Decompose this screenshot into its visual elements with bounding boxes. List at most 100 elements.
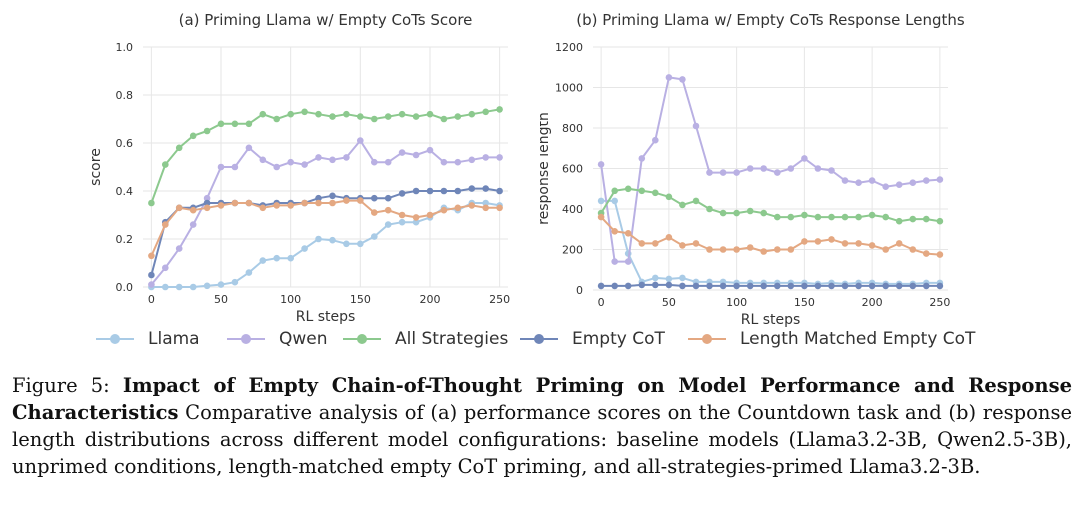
chart-a-point-length-matched-empty-cot <box>245 199 253 207</box>
chart-a-point-all-strategies <box>217 120 225 128</box>
chart-a-point-all-strategies <box>398 110 406 118</box>
caption-body: Comparative analysis of (a) performance … <box>12 401 1072 478</box>
chart-a-point-all-strategies <box>496 106 503 113</box>
chart-a-point-all-strategies <box>148 199 155 207</box>
chart-b-point-length-matched-empty-cot <box>936 251 944 258</box>
chart-b-point-all-strategies <box>665 193 673 201</box>
legend-item-empty-cot: Empty CoT <box>520 328 665 350</box>
chart-a-point-length-matched-empty-cot <box>203 204 211 212</box>
chart-a-point-length-matched-empty-cot <box>189 206 197 214</box>
legend-item-llama: Llama <box>96 328 200 350</box>
chart-b-point-all-strategies <box>923 215 930 223</box>
chart-b-point-qwen <box>733 169 740 176</box>
chart-b-ytick-label: 200 <box>562 244 583 257</box>
chart-a-point-all-strategies <box>287 110 295 118</box>
chart-b-point-empty-cot <box>936 282 944 290</box>
chart-a-point-all-strategies <box>440 115 448 123</box>
chart-a-point-empty-cot <box>371 194 378 202</box>
chart-b-point-all-strategies <box>828 213 835 221</box>
chart-a-point-length-matched-empty-cot <box>426 211 434 219</box>
chart-b-point-qwen <box>679 76 686 83</box>
chart-a-point-all-strategies <box>231 120 239 128</box>
chart-a-point-empty-cot <box>148 271 155 279</box>
chart-b-point-empty-cot <box>787 282 795 290</box>
chart-b-point-qwen <box>624 258 632 265</box>
chart-a-point-llama <box>412 218 420 226</box>
chart-b-point-empty-cot <box>909 282 917 290</box>
chart-a-point-all-strategies <box>454 113 462 120</box>
chart-b-point-all-strategies <box>652 189 659 197</box>
chart-b-point-qwen <box>774 169 781 176</box>
chart-b-point-qwen <box>692 122 700 130</box>
chart-b-point-empty-cot <box>841 282 849 290</box>
chart-b-xtick-label: 50 <box>662 296 676 309</box>
legend-dot-llama <box>110 334 120 344</box>
chart-b-point-qwen <box>611 258 618 265</box>
chart-b-point-empty-cot <box>746 282 754 290</box>
chart-b-point-length-matched-empty-cot <box>665 234 673 241</box>
chart-b-point-empty-cot <box>733 282 740 290</box>
chart-b-point-qwen <box>841 177 849 184</box>
chart-a-series-qwen <box>150 139 500 286</box>
chart-b-point-length-matched-empty-cot <box>638 240 646 247</box>
chart-b-point-length-matched-empty-cot <box>760 248 767 255</box>
chart-a-point-qwen <box>175 245 183 252</box>
chart-b-point-length-matched-empty-cot <box>814 238 822 245</box>
chart-b-point-length-matched-empty-cot <box>787 246 795 253</box>
chart-a-point-llama <box>301 245 308 252</box>
chart-a-point-length-matched-empty-cot <box>482 204 490 212</box>
legend-dot-all-strategies <box>357 334 367 344</box>
chart-b-ytick-label: 600 <box>562 163 583 176</box>
caption-label: Figure 5: <box>12 374 110 397</box>
chart-b-point-length-matched-empty-cot <box>841 240 849 247</box>
chart-b-point-all-strategies <box>719 209 727 217</box>
chart-a-point-length-matched-empty-cot <box>468 202 476 209</box>
chart-b-point-length-matched-empty-cot <box>719 246 727 253</box>
chart-b-ytick-label: 0 <box>576 284 583 297</box>
chart-b-point-all-strategies <box>814 213 822 221</box>
chart-a-ytick-label: 0.0 <box>116 281 134 294</box>
chart-b-point-qwen <box>801 155 808 162</box>
chart-b-point-empty-cot <box>652 281 659 289</box>
chart-b-point-length-matched-empty-cot <box>679 242 686 249</box>
legend-swatch-empty-cot <box>520 328 558 350</box>
chart-b-point-length-matched-empty-cot <box>801 238 808 245</box>
chart-a-xtick-label: 150 <box>350 293 371 306</box>
chart-a-ytick-label: 0.6 <box>116 137 134 150</box>
chart-b-ytick-label: 1000 <box>555 82 583 95</box>
chart-b-point-empty-cot <box>760 282 767 290</box>
chart-a-xtick-label: 250 <box>489 293 510 306</box>
chart-b-point-all-strategies <box>746 207 754 215</box>
chart-a-point-qwen <box>371 158 378 166</box>
chart-a-point-qwen <box>454 158 462 166</box>
chart-b-point-qwen <box>638 155 646 162</box>
chart-a-point-qwen <box>315 154 322 161</box>
chart-a-point-llama <box>245 269 253 276</box>
caption-title: Impact of Empty Chain-of-Thought Priming… <box>12 374 1072 424</box>
chart-a-series-all-strategies <box>150 108 500 204</box>
chart-b-point-qwen <box>882 183 889 190</box>
chart-b-point-qwen <box>814 165 822 172</box>
chart-b-point-length-matched-empty-cot <box>895 240 903 247</box>
chart-a-point-length-matched-empty-cot <box>412 214 420 221</box>
chart-a-ytick-label: 0.2 <box>116 233 134 246</box>
chart-b-point-llama <box>597 197 605 205</box>
chart-a-series-empty-cot <box>150 187 500 276</box>
chart-a-point-empty-cot <box>426 187 434 195</box>
chart-a-point-length-matched-empty-cot <box>162 221 169 228</box>
legend-label-empty-cot: Empty CoT <box>572 329 665 349</box>
chart-b-point-all-strategies <box>841 213 849 221</box>
chart-b-point-all-strategies <box>909 215 917 223</box>
chart-b-xlabel: RL steps <box>741 312 801 328</box>
chart-a-point-llama <box>384 221 392 228</box>
chart-a-point-llama <box>175 283 183 291</box>
chart-a-point-length-matched-empty-cot <box>343 197 350 204</box>
chart-a-point-all-strategies <box>259 110 267 118</box>
chart-b-point-llama <box>611 197 618 205</box>
chart-a-point-length-matched-empty-cot <box>384 206 392 214</box>
chart-b-ylabel: response length <box>540 112 552 225</box>
chart-a-point-llama <box>287 254 295 262</box>
chart-a-point-empty-cot <box>412 187 420 195</box>
chart-a-point-llama <box>482 199 490 207</box>
legend: Llama Qwen All Strategies Empty CoT Leng… <box>0 328 1080 354</box>
